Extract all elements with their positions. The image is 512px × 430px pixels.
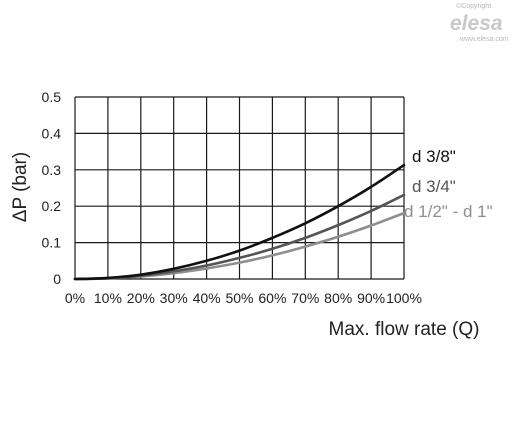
plot-grid: [74, 96, 405, 280]
y-tick-label: 0.2: [42, 198, 62, 214]
y-tick-label: 0.5: [42, 89, 62, 105]
x-tick-label: 50%: [225, 290, 253, 306]
watermark-url: www.elesa.com: [459, 36, 509, 43]
x-tick-label: 40%: [193, 290, 221, 306]
watermark-copyright: ©Copyright: [456, 2, 491, 10]
legend-label-1: d 3/4": [412, 177, 456, 196]
y-tick-label: 0: [53, 271, 61, 287]
x-tick-label: 100%: [386, 290, 422, 306]
x-tick-label: 70%: [291, 290, 319, 306]
x-tick-labels: 0% 10% 20% 30% 40% 50% 60% 70% 80% 90% 100%: [65, 290, 422, 306]
y-tick-label: 0.3: [42, 162, 62, 178]
y-tick-label: 0.4: [42, 125, 62, 141]
watermark: ©Copyright elesa www.elesa.com: [450, 2, 509, 43]
legend: d 3/8" d 3/4" d 1/2" - d 1": [404, 147, 493, 221]
x-tick-label: 10%: [94, 290, 122, 306]
x-axis-label: Max. flow rate (Q): [329, 319, 480, 340]
series-lines: [73, 163, 406, 281]
y-tick-label: 0.1: [42, 235, 62, 251]
y-axis-label: ΔP (bar): [10, 152, 31, 222]
x-tick-label: 30%: [160, 290, 188, 306]
x-tick-label: 90%: [357, 290, 385, 306]
y-tick-labels: 0 0.1 0.2 0.3 0.4 0.5: [42, 89, 62, 287]
watermark-brand-logo: elesa: [450, 12, 503, 35]
legend-label-0: d 3/8": [412, 147, 456, 166]
x-tick-label: 80%: [324, 290, 352, 306]
x-tick-label: 0%: [65, 290, 85, 306]
legend-label-2: d 1/2" - d 1": [404, 202, 493, 221]
x-tick-label: 20%: [127, 290, 155, 306]
series-line-0: [73, 163, 406, 281]
x-tick-label: 60%: [258, 290, 286, 306]
